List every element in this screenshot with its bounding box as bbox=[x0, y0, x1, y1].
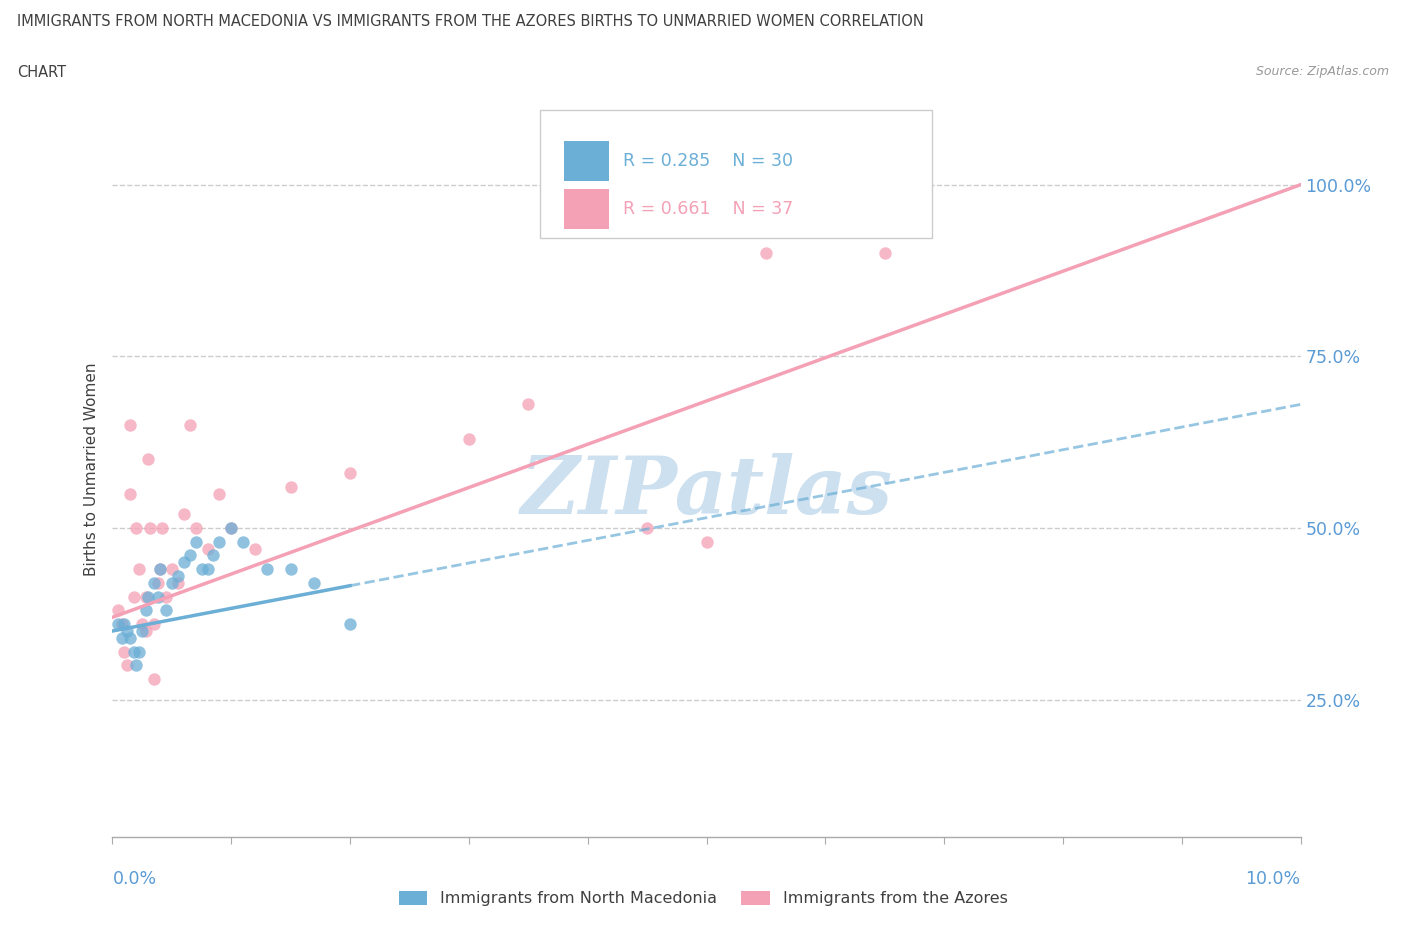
Point bbox=[112, 617, 135, 631]
Point bbox=[120, 418, 142, 432]
Point bbox=[208, 535, 231, 550]
Point bbox=[146, 576, 169, 591]
Point bbox=[120, 486, 142, 501]
Point bbox=[197, 562, 219, 577]
Bar bbox=[564, 140, 609, 181]
Point bbox=[755, 246, 778, 260]
Point bbox=[155, 603, 177, 618]
Point bbox=[107, 617, 129, 631]
Point bbox=[243, 541, 266, 556]
Point bbox=[136, 590, 159, 604]
Point bbox=[131, 617, 153, 631]
Point bbox=[184, 535, 207, 550]
Y-axis label: Births to Unmarried Women: Births to Unmarried Women bbox=[83, 363, 98, 577]
Point bbox=[125, 521, 148, 536]
Point bbox=[219, 521, 243, 536]
Point bbox=[184, 521, 207, 536]
Point bbox=[179, 548, 201, 563]
Point bbox=[160, 576, 183, 591]
Point bbox=[166, 568, 188, 583]
Point bbox=[636, 521, 658, 536]
Point bbox=[111, 617, 134, 631]
Point bbox=[107, 603, 129, 618]
Point bbox=[131, 624, 153, 639]
Point bbox=[280, 479, 302, 494]
Point bbox=[150, 521, 173, 536]
Point bbox=[155, 590, 177, 604]
Point bbox=[304, 576, 326, 591]
Bar bbox=[564, 189, 609, 229]
Point bbox=[122, 644, 145, 659]
Point bbox=[173, 555, 195, 570]
Point bbox=[149, 562, 172, 577]
Text: 10.0%: 10.0% bbox=[1246, 870, 1301, 887]
Point bbox=[122, 590, 145, 604]
FancyBboxPatch shape bbox=[540, 110, 932, 238]
Text: Source: ZipAtlas.com: Source: ZipAtlas.com bbox=[1256, 65, 1389, 78]
Point bbox=[873, 246, 896, 260]
Point bbox=[143, 671, 166, 686]
Point bbox=[339, 617, 361, 631]
Point bbox=[696, 535, 718, 550]
Point bbox=[208, 486, 231, 501]
Point bbox=[135, 624, 157, 639]
Point bbox=[458, 432, 481, 446]
Point bbox=[136, 452, 159, 467]
Point bbox=[120, 631, 142, 645]
Point bbox=[146, 590, 169, 604]
Point bbox=[115, 658, 138, 672]
Text: 0.0%: 0.0% bbox=[112, 870, 156, 887]
Point bbox=[125, 658, 148, 672]
Point bbox=[143, 617, 166, 631]
Text: IMMIGRANTS FROM NORTH MACEDONIA VS IMMIGRANTS FROM THE AZORES BIRTHS TO UNMARRIE: IMMIGRANTS FROM NORTH MACEDONIA VS IMMIG… bbox=[17, 14, 924, 29]
Point bbox=[128, 644, 150, 659]
Point bbox=[135, 603, 157, 618]
Point bbox=[517, 397, 540, 412]
Point bbox=[149, 562, 172, 577]
Point bbox=[179, 418, 201, 432]
Point bbox=[256, 562, 278, 577]
Point bbox=[139, 521, 162, 536]
Point bbox=[115, 624, 138, 639]
Point bbox=[339, 466, 361, 481]
Point bbox=[166, 576, 188, 591]
Point bbox=[232, 535, 254, 550]
Text: CHART: CHART bbox=[17, 65, 66, 80]
Point bbox=[160, 562, 183, 577]
Point bbox=[280, 562, 302, 577]
Point bbox=[219, 521, 243, 536]
Point bbox=[173, 507, 195, 522]
Point bbox=[111, 631, 134, 645]
Text: R = 0.285    N = 30: R = 0.285 N = 30 bbox=[623, 153, 793, 170]
Point bbox=[128, 562, 150, 577]
Point bbox=[197, 541, 219, 556]
Point bbox=[190, 562, 212, 577]
Text: ZIPatlas: ZIPatlas bbox=[520, 453, 893, 530]
Point bbox=[202, 548, 225, 563]
Point bbox=[143, 576, 166, 591]
Point bbox=[112, 644, 135, 659]
Legend: Immigrants from North Macedonia, Immigrants from the Azores: Immigrants from North Macedonia, Immigra… bbox=[392, 884, 1014, 912]
Point bbox=[135, 590, 157, 604]
Text: R = 0.661    N = 37: R = 0.661 N = 37 bbox=[623, 200, 793, 218]
